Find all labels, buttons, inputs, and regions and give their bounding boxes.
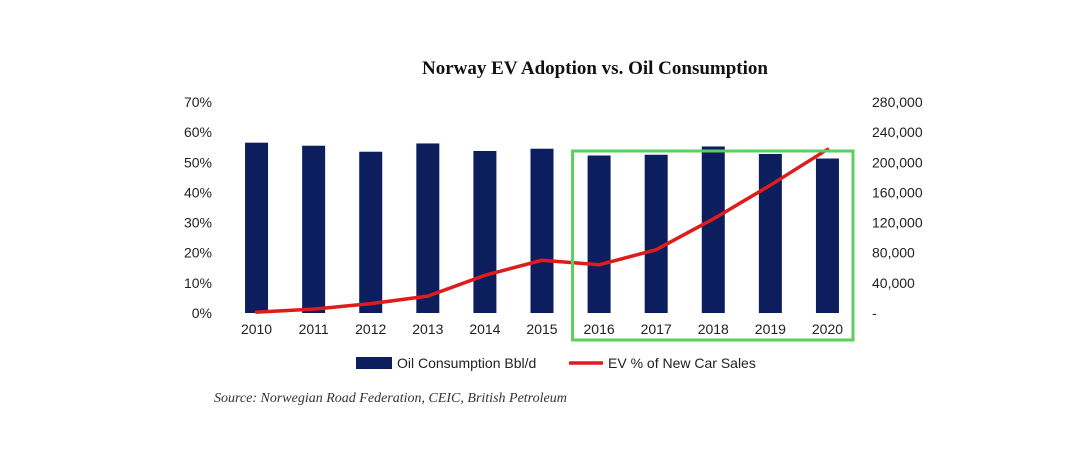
- y-left-tick-label: 40%: [184, 184, 212, 200]
- y-right-tick-label: 240,000: [872, 124, 923, 140]
- y-right-tick-label: 280,000: [872, 94, 923, 110]
- bar-oil-consumption: [587, 155, 611, 313]
- y-left-tick-label: 0%: [192, 305, 212, 321]
- x-tick-label: 2011: [299, 321, 329, 337]
- bar-oil-consumption: [245, 142, 269, 313]
- y-right-tick-label: -: [872, 305, 877, 321]
- bar-oil-consumption: [416, 143, 440, 313]
- y-left-tick-label: 70%: [184, 94, 212, 110]
- legend-swatch-oil: [356, 357, 392, 369]
- legend-label-oil: Oil Consumption Bbl/d: [397, 355, 536, 371]
- x-tick-label: 2013: [412, 321, 443, 337]
- y-left-tick-label: 60%: [184, 124, 212, 140]
- y-right-tick-label: 200,000: [872, 154, 923, 170]
- bar-oil-consumption: [701, 146, 725, 313]
- y-left-tick-label: 20%: [184, 245, 212, 261]
- x-tick-label: 2016: [584, 321, 615, 337]
- bar-oil-consumption: [644, 154, 668, 313]
- bar-oil-consumption: [530, 148, 554, 313]
- source-note: Source: Norwegian Road Federation, CEIC,…: [214, 391, 567, 406]
- bar-oil-consumption: [815, 158, 839, 313]
- x-tick-label: 2012: [355, 321, 386, 337]
- x-tick-label: 2017: [641, 321, 672, 337]
- x-tick-label: 2018: [698, 321, 729, 337]
- y-left-tick-label: 50%: [184, 154, 212, 170]
- x-tick-label: 2020: [812, 321, 843, 337]
- y-right-tick-label: 80,000: [872, 245, 915, 261]
- x-tick-label: 2019: [755, 321, 786, 337]
- legend-label-ev: EV % of New Car Sales: [608, 355, 756, 371]
- bar-oil-consumption: [302, 145, 326, 313]
- y-left-tick-label: 30%: [184, 215, 212, 231]
- y-right-tick-label: 120,000: [872, 215, 923, 231]
- y-left-tick-label: 10%: [184, 275, 212, 291]
- x-tick-label: 2015: [526, 321, 557, 337]
- x-tick-label: 2014: [469, 321, 500, 337]
- highlight-box: [571, 149, 855, 342]
- bar-oil-consumption: [359, 151, 383, 313]
- x-tick-label: 2010: [241, 321, 272, 337]
- chart-title: Norway EV Adoption vs. Oil Consumption: [422, 58, 768, 79]
- y-right-tick-label: 160,000: [872, 184, 923, 200]
- bar-oil-consumption: [758, 153, 782, 313]
- bar-oil-consumption: [473, 150, 497, 313]
- y-right-tick-label: 40,000: [872, 275, 915, 291]
